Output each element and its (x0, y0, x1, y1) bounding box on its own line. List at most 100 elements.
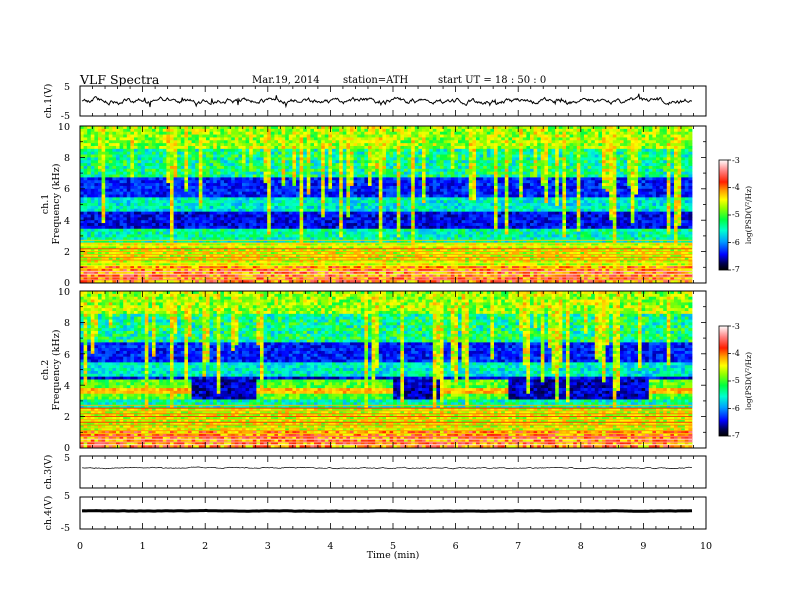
spectrogram-cell (378, 177, 383, 181)
spectrogram-cell (389, 180, 394, 184)
spectrogram-cell (101, 220, 106, 224)
spectrogram-cell (184, 220, 189, 224)
spectrogram-cell (299, 185, 304, 190)
spectrogram-cell (209, 145, 214, 150)
spectrogram-cell (357, 217, 362, 221)
spectrogram-cell (328, 234, 333, 238)
spectrogram-cell (123, 208, 128, 213)
spectrogram-cell (353, 220, 358, 224)
spectrogram-cell (281, 145, 286, 150)
spectrogram-cell (206, 151, 210, 155)
spectrogram-cell (177, 223, 182, 227)
spectrogram-cell (184, 151, 189, 155)
spectrogram-cell (224, 200, 228, 204)
spectrogram-cell (252, 174, 257, 178)
spectrogram-cell (220, 188, 225, 193)
spectrogram-cell (303, 151, 308, 155)
spectrogram-cell (364, 214, 369, 218)
spectrogram-cell (148, 168, 153, 173)
spectrogram-cell (166, 140, 171, 144)
spectrogram-cell (249, 151, 254, 155)
spectrogram-cell (105, 277, 110, 281)
spectrogram-cell (375, 157, 380, 161)
spectrogram-cell (155, 180, 160, 184)
spectrogram-cell (220, 151, 225, 155)
spectrogram-cell (80, 220, 84, 224)
spectrogram-cell (162, 140, 167, 144)
spectrogram-cell (134, 168, 138, 173)
spectrogram-cell (332, 168, 336, 173)
spectrogram-cell (137, 160, 142, 164)
spectrogram-cell (371, 148, 376, 153)
spectrogram-cell (368, 208, 372, 213)
spectrogram-cell (256, 208, 261, 213)
spectrogram-cell (364, 157, 369, 161)
spectrogram-cell (195, 223, 200, 227)
spectrogram-cell (378, 145, 383, 150)
spectrogram-cell (144, 185, 149, 190)
spectrogram-cell (101, 265, 106, 270)
spectrogram-cell (296, 140, 300, 144)
spectrogram-cell (231, 220, 236, 224)
spectrogram-cell (350, 140, 354, 144)
spectrogram-cell (292, 157, 297, 161)
spectrogram-cell (216, 185, 221, 190)
spectrogram-cell (256, 151, 261, 155)
spectrogram-cell (112, 248, 117, 252)
spectrogram-cell (386, 140, 390, 144)
spectrogram-cell (137, 208, 142, 213)
spectrogram-cell (101, 203, 106, 207)
spectrogram-cell (184, 177, 189, 181)
spectrogram-cell (364, 200, 369, 204)
spectrogram-cell (270, 177, 275, 181)
spectrogram-cell (342, 200, 347, 204)
spectrogram-cell (267, 140, 272, 144)
spectrogram-cell (101, 171, 106, 175)
spectrogram-cell (209, 171, 214, 175)
spectrogram-cell (144, 231, 149, 235)
spectrogram-cell (220, 231, 225, 235)
spectrogram-cell (227, 157, 232, 161)
spectrogram-cell (360, 205, 365, 210)
spectrogram-cell (159, 151, 164, 155)
spectrogram-cell (324, 134, 329, 138)
spectrogram-cell (292, 134, 297, 138)
spectrogram-cell (314, 191, 318, 195)
spectrogram-cell (281, 185, 286, 190)
spectrogram-cell (242, 220, 246, 224)
spectrogram-cell (328, 154, 333, 158)
spectrogram-cell (263, 160, 268, 164)
spectrogram-cell (195, 220, 200, 224)
spectrogram-cell (324, 151, 329, 155)
spectrogram-cell (260, 171, 264, 175)
spectrogram-cell (339, 234, 344, 238)
spectrogram-cell (342, 145, 347, 150)
spectrogram-cell (195, 148, 200, 153)
spectrogram-cell (368, 143, 372, 147)
spectrogram-cell (119, 154, 124, 158)
spectrogram-cell (112, 168, 117, 173)
spectrogram-cell (80, 251, 84, 255)
spectrogram-cell (137, 194, 142, 198)
spectrogram-cell (339, 225, 344, 230)
spectrogram-cell (368, 128, 372, 133)
spectrogram-cell (260, 231, 264, 235)
spectrogram-cell (357, 177, 362, 181)
spectrogram-cell (170, 151, 174, 155)
spectrogram-cell (112, 231, 117, 235)
spectrogram-cell (137, 223, 142, 227)
spectrogram-cell (231, 197, 236, 201)
spectrogram-cell (396, 203, 401, 207)
spectrogram-cell (177, 131, 182, 135)
spectrogram-cell (389, 200, 394, 204)
spectrogram-cell (382, 217, 387, 221)
spectrogram-cell (328, 191, 333, 195)
spectrogram-cell (238, 234, 243, 238)
spectrogram-cell (285, 217, 290, 221)
spectrogram-cell (396, 137, 401, 141)
spectrogram-cell (83, 163, 88, 167)
spectrogram-cell (224, 183, 228, 187)
spectrogram-cell (206, 137, 210, 141)
spectrogram-cell (321, 231, 326, 235)
spectrogram-cell (195, 214, 200, 218)
